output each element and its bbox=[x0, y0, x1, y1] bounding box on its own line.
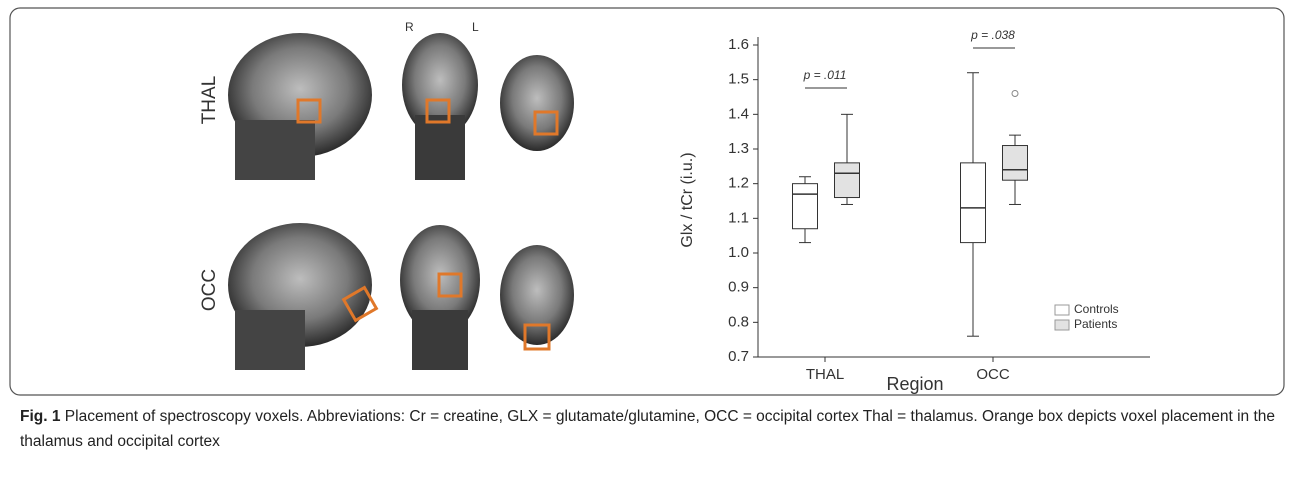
y-tick-label: 1.1 bbox=[728, 209, 749, 226]
annotation: p = .038 bbox=[970, 28, 1015, 42]
y-tick-label: 1.3 bbox=[728, 140, 749, 157]
caption-label: Fig. 1 bbox=[20, 408, 60, 425]
legend-swatch bbox=[1055, 320, 1069, 330]
x-tick-label: OCC bbox=[976, 366, 1010, 383]
y-tick-label: 0.7 bbox=[728, 348, 749, 365]
x-axis-label: Region bbox=[886, 374, 943, 394]
legend-label: Controls bbox=[1074, 302, 1119, 316]
outlier bbox=[1012, 91, 1018, 97]
caption: Fig. 1 Placement of spectroscopy voxels.… bbox=[20, 404, 1275, 454]
y-tick-label: 0.9 bbox=[728, 279, 749, 296]
legend-swatch bbox=[1055, 305, 1069, 315]
side-label: R bbox=[405, 20, 414, 34]
y-tick-label: 1.0 bbox=[728, 244, 749, 261]
y-tick-label: 1.4 bbox=[728, 105, 749, 122]
y-axis-label: Glx / tCr (i.u.) bbox=[679, 152, 696, 247]
caption-text: Placement of spectroscopy voxels. Abbrev… bbox=[20, 408, 1275, 450]
annotation: p = .011 bbox=[803, 68, 847, 82]
y-tick-label: 0.8 bbox=[728, 313, 749, 330]
y-tick-label: 1.2 bbox=[728, 175, 749, 192]
mri-images bbox=[225, 25, 574, 370]
row-label: OCC bbox=[199, 269, 220, 311]
frame bbox=[10, 8, 1284, 395]
x-tick-label: THAL bbox=[806, 366, 844, 383]
box bbox=[961, 163, 986, 243]
box bbox=[1003, 146, 1028, 181]
row-label: THAL bbox=[199, 76, 220, 125]
box bbox=[793, 184, 818, 229]
y-tick-label: 1.5 bbox=[728, 71, 749, 88]
legend-label: Patients bbox=[1074, 317, 1117, 331]
y-tick-label: 1.6 bbox=[728, 36, 749, 53]
figure: THAL OCC R L Glx / tCr (i.u.) Region 0.7… bbox=[0, 0, 1292, 400]
side-label: L bbox=[472, 20, 479, 34]
box bbox=[835, 163, 860, 198]
